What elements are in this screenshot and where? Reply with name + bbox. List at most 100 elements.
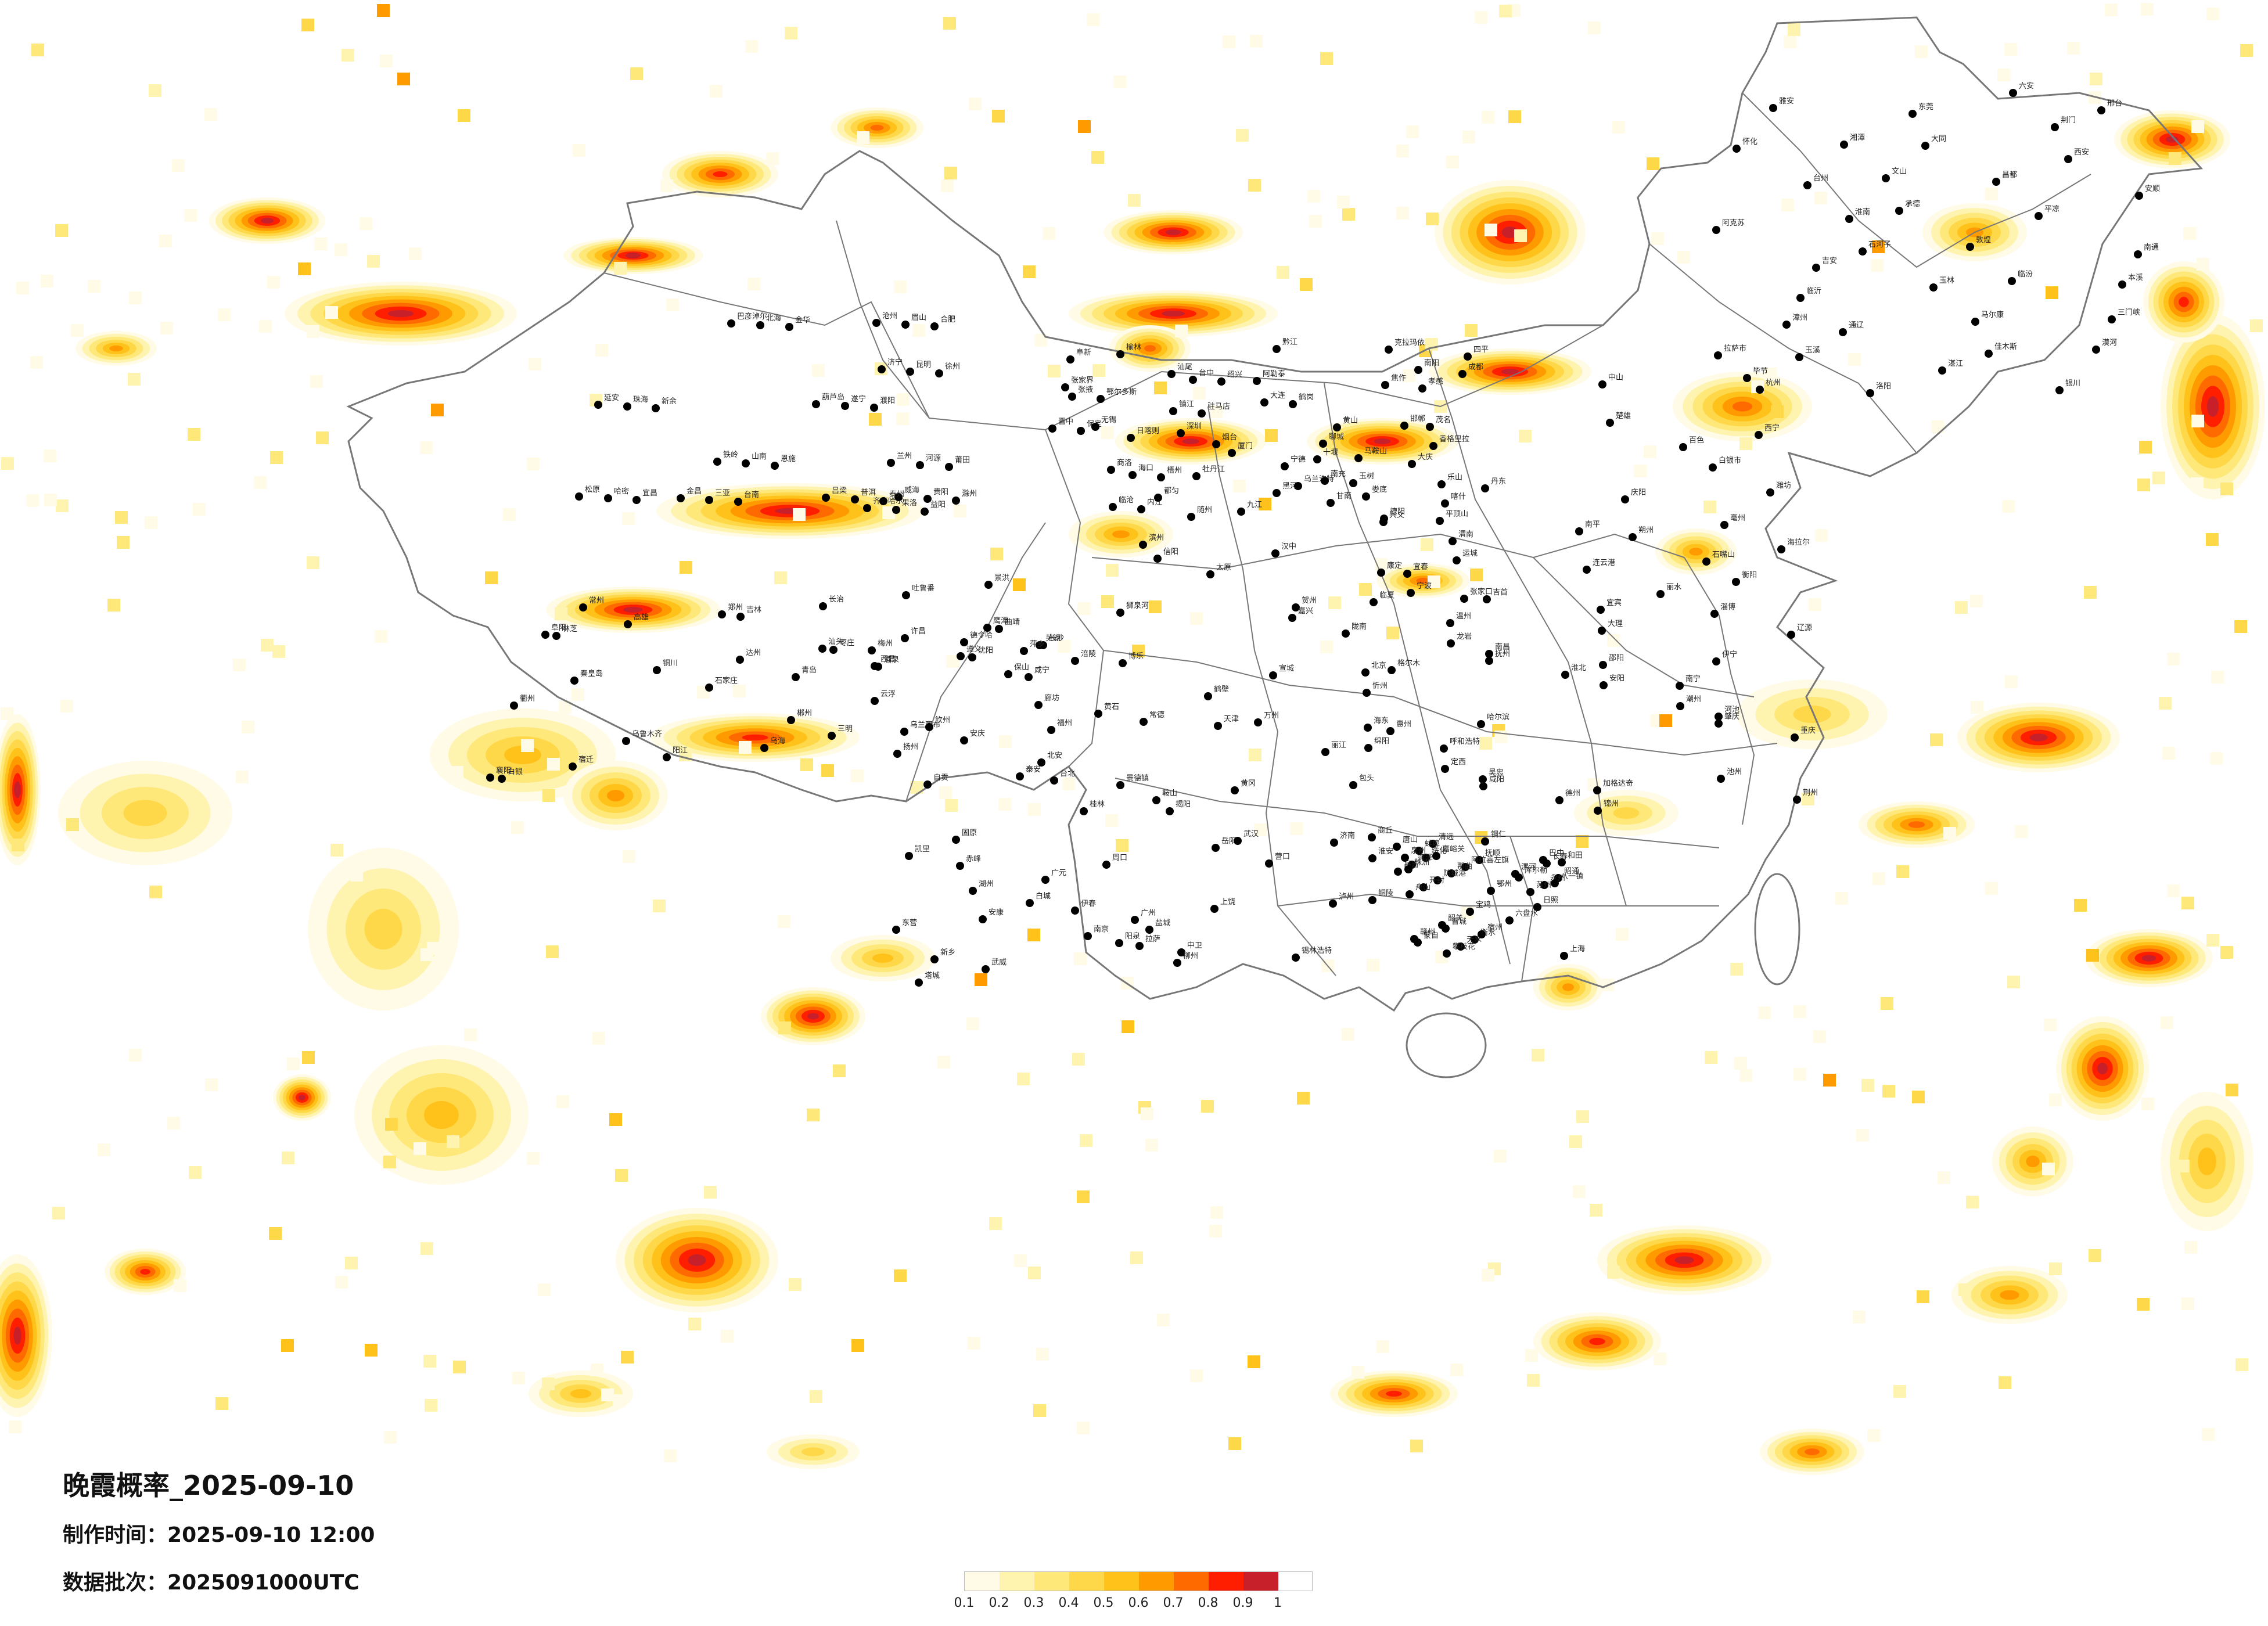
probability-cell (310, 375, 323, 388)
probability-cell (409, 247, 422, 260)
probability-patch (13, 1326, 21, 1345)
city-marker: 商丘 (1368, 826, 1393, 841)
city-label: 滨州 (1149, 533, 1164, 542)
probability-cell (1410, 1440, 1423, 1452)
city-dot (1139, 541, 1147, 549)
city-marker: 焦作 (1381, 374, 1406, 389)
city-marker: 湖州 (969, 880, 994, 895)
city-label: 邢台 (2107, 99, 2122, 108)
probability-cell (1254, 823, 1267, 836)
probability-cell (1576, 1110, 1589, 1123)
probability-cell (1072, 1053, 1085, 1066)
probability-cell (1938, 1171, 1950, 1184)
city-marker: 敦煌 (1966, 235, 1991, 251)
city-dot (1177, 948, 1185, 956)
city-label: 朔州 (1638, 526, 1654, 535)
probability-cell (1367, 959, 1379, 972)
city-label: 成都 (1468, 363, 1483, 372)
city-label: 拉萨 (1145, 935, 1160, 944)
city-dot (1561, 671, 1569, 679)
city-marker: 连云港 (1583, 558, 1615, 574)
city-dot (1709, 463, 1717, 472)
province-border (836, 220, 1105, 767)
probability-cell (1835, 892, 1848, 905)
city-dot (1717, 775, 1725, 783)
probability-cell (117, 536, 130, 549)
probability-cell (314, 238, 327, 250)
probability-cell (1277, 266, 1289, 279)
city-marker: 锡林浩特 (1292, 947, 1332, 962)
legend-tick: 1 (1274, 1596, 1282, 1610)
probability-cell (1659, 714, 1672, 727)
probability-cell (1130, 1251, 1143, 1264)
city-marker: 漯河 (1511, 863, 1536, 878)
province-border (1684, 557, 1755, 825)
probability-cell (1739, 437, 1752, 450)
probability-cell (1028, 1267, 1041, 1279)
city-label: 大连 (1270, 391, 1285, 400)
city-label: 合肥 (940, 315, 955, 324)
probability-patch (1908, 821, 1925, 828)
city-label: 南宁 (1685, 674, 1701, 684)
city-label: 安康 (989, 908, 1004, 917)
city-marker: 文山 (1882, 167, 1907, 182)
city-label: 锡林浩特 (1302, 947, 1332, 955)
city-marker: 深圳 (1177, 422, 1202, 437)
city-marker: 宜宾 (1597, 598, 1622, 614)
probability-cell (2007, 976, 2020, 988)
city-label: 鹤壁 (1214, 685, 1229, 694)
city-marker: 贵阳 (923, 488, 948, 503)
city-dot (1710, 610, 1719, 618)
city-label: 日喀则 (1137, 426, 1159, 436)
city-label: 绍兴 (1227, 370, 1242, 379)
city-dot (1004, 670, 1012, 678)
city-label: 揭阳 (1176, 800, 1191, 809)
city-label: 抚顺 (1485, 849, 1500, 858)
city-dot (653, 666, 661, 674)
probability-cell (485, 571, 498, 584)
city-label: 毕节 (1753, 367, 1768, 376)
probability-cell (1149, 600, 1162, 613)
city-marker: 合肥 (930, 315, 955, 330)
city-label: 廊坊 (1044, 693, 1059, 703)
city-label: 塔城 (925, 972, 940, 980)
city-label: 衡阳 (1742, 571, 1757, 580)
probability-cell (60, 700, 73, 713)
probability-cell (149, 84, 161, 97)
city-dot (1077, 427, 1085, 435)
city-marker: 曲靖 (995, 618, 1020, 633)
city-dot (1269, 671, 1277, 679)
city-marker: 万州 (1254, 711, 1279, 726)
probability-patch (1374, 438, 1391, 444)
city-marker: 十堰 (1313, 448, 1338, 463)
city-dot (1288, 614, 1296, 622)
probability-patch (872, 954, 893, 963)
probability-cell (2240, 44, 2253, 57)
probability-cell (149, 886, 162, 898)
city-dot (1273, 345, 1281, 353)
city-label: 娄底 (1372, 485, 1387, 494)
probability-cell (1958, 1283, 1971, 1296)
legend-tick: 0.8 (1198, 1596, 1219, 1610)
city-label: 太原 (1216, 563, 1231, 572)
city-label: 洛阳 (1876, 382, 1891, 391)
city-marker: 康定 (1377, 561, 1402, 577)
probability-patch (1674, 1256, 1694, 1264)
city-dot (2008, 277, 2016, 285)
probability-cell (2235, 1358, 2248, 1371)
probability-cell (1634, 465, 1647, 477)
city-label: 楚雄 (1616, 412, 1631, 420)
city-label: 池州 (1727, 768, 1742, 776)
city-dot (787, 716, 795, 724)
city-dot (1364, 744, 1372, 752)
probability-cell (384, 1431, 397, 1444)
city-dot (1882, 174, 1890, 182)
city-marker: 景洪 (984, 574, 1009, 589)
city-dot (1189, 376, 1197, 384)
city-label: 天津 (1224, 715, 1239, 724)
probability-cell (1154, 382, 1167, 394)
city-dot (1273, 489, 1281, 497)
city-label: 湛江 (1948, 359, 1963, 368)
city-label: 大理 (1608, 620, 1623, 628)
city-label: 拉萨市 (1724, 344, 1746, 353)
